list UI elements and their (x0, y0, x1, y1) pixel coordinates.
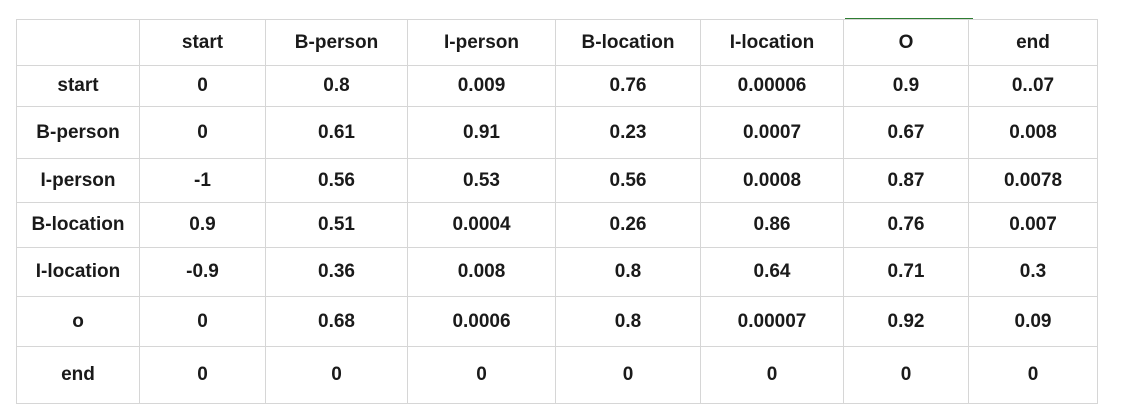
header-row: start B-person I-person B-location I-loc… (16, 19, 1098, 66)
table-cell[interactable]: 0 (968, 346, 1098, 404)
table-cell[interactable]: 0.36 (265, 247, 408, 297)
row-header-i-person[interactable]: I-person (16, 158, 140, 203)
table-cell[interactable]: 0 (843, 346, 969, 404)
transition-table: start B-person I-person B-location I-loc… (16, 19, 1098, 404)
table-row: B-person 0 0.61 0.91 0.23 0.0007 0.67 0.… (16, 106, 1098, 159)
table-cell[interactable]: 0.76 (843, 202, 969, 248)
table-cell[interactable]: 0 (555, 346, 701, 404)
table-cell[interactable]: 0.61 (265, 106, 408, 159)
table-cell[interactable]: 0.8 (555, 247, 701, 297)
table-cell[interactable]: 0.09 (968, 296, 1098, 347)
row-header-i-location[interactable]: I-location (16, 247, 140, 297)
row-header-start[interactable]: start (16, 65, 140, 107)
table-cell[interactable]: 0.87 (843, 158, 969, 203)
table-cell[interactable]: 0.0078 (968, 158, 1098, 203)
table-cell[interactable]: 0.0006 (407, 296, 556, 347)
row-header-o[interactable]: o (16, 296, 140, 347)
table-cell[interactable]: 0.008 (407, 247, 556, 297)
column-header-b-person[interactable]: B-person (265, 19, 408, 66)
table-row: end 0 0 0 0 0 0 0 (16, 346, 1098, 404)
table-cell[interactable]: 0.67 (843, 106, 969, 159)
table-cell[interactable]: 0.53 (407, 158, 556, 203)
table-cell[interactable]: 0.007 (968, 202, 1098, 248)
table-cell[interactable]: 0..07 (968, 65, 1098, 107)
table-cell[interactable]: 0.009 (407, 65, 556, 107)
table-cell[interactable]: 0.92 (843, 296, 969, 347)
table-cell[interactable]: 0 (139, 296, 266, 347)
row-header-b-location[interactable]: B-location (16, 202, 140, 248)
table-cell[interactable]: 0.9 (843, 65, 969, 107)
corner-cell[interactable] (16, 19, 140, 66)
table-cell[interactable]: 0.51 (265, 202, 408, 248)
column-header-i-person[interactable]: I-person (407, 19, 556, 66)
table-cell[interactable]: 0.86 (700, 202, 844, 248)
table-cell[interactable]: 0.64 (700, 247, 844, 297)
table-cell[interactable]: 0.71 (843, 247, 969, 297)
table-row: start 0 0.8 0.009 0.76 0.00006 0.9 0..07 (16, 65, 1098, 107)
table-cell[interactable]: 0.91 (407, 106, 556, 159)
table-cell[interactable]: 0.0004 (407, 202, 556, 248)
table-row: B-location 0.9 0.51 0.0004 0.26 0.86 0.7… (16, 202, 1098, 248)
table-cell[interactable]: 0.56 (555, 158, 701, 203)
column-header-start[interactable]: start (139, 19, 266, 66)
row-header-b-person[interactable]: B-person (16, 106, 140, 159)
column-header-b-location[interactable]: B-location (555, 19, 701, 66)
table-cell[interactable]: 0 (407, 346, 556, 404)
column-header-end[interactable]: end (968, 19, 1098, 66)
table-cell[interactable]: 0.76 (555, 65, 701, 107)
table-cell[interactable]: 0.68 (265, 296, 408, 347)
table-cell[interactable]: 0 (139, 65, 266, 107)
table-cell[interactable]: 0.00007 (700, 296, 844, 347)
column-header-o[interactable]: O (843, 19, 969, 66)
table-cell[interactable]: 0.26 (555, 202, 701, 248)
table-row: o 0 0.68 0.0006 0.8 0.00007 0.92 0.09 (16, 296, 1098, 347)
table-cell[interactable]: 0.008 (968, 106, 1098, 159)
row-header-end[interactable]: end (16, 346, 140, 404)
table-cell[interactable]: 0.0007 (700, 106, 844, 159)
table-row: I-location -0.9 0.36 0.008 0.8 0.64 0.71… (16, 247, 1098, 297)
table-cell[interactable]: 0.00006 (700, 65, 844, 107)
table-cell[interactable]: 0 (139, 106, 266, 159)
table-cell[interactable]: 0.8 (555, 296, 701, 347)
table-row: I-person -1 0.56 0.53 0.56 0.0008 0.87 0… (16, 158, 1098, 203)
table-cell[interactable]: 0 (139, 346, 266, 404)
column-header-i-location[interactable]: I-location (700, 19, 844, 66)
table-cell[interactable]: 0 (265, 346, 408, 404)
table-cell[interactable]: 0.3 (968, 247, 1098, 297)
table-cell[interactable]: 0.23 (555, 106, 701, 159)
table-cell[interactable]: -0.9 (139, 247, 266, 297)
table-cell[interactable]: -1 (139, 158, 266, 203)
table-cell[interactable]: 0.0008 (700, 158, 844, 203)
table-cell[interactable]: 0.56 (265, 158, 408, 203)
table-cell[interactable]: 0.9 (139, 202, 266, 248)
table-cell[interactable]: 0.8 (265, 65, 408, 107)
table-cell[interactable]: 0 (700, 346, 844, 404)
